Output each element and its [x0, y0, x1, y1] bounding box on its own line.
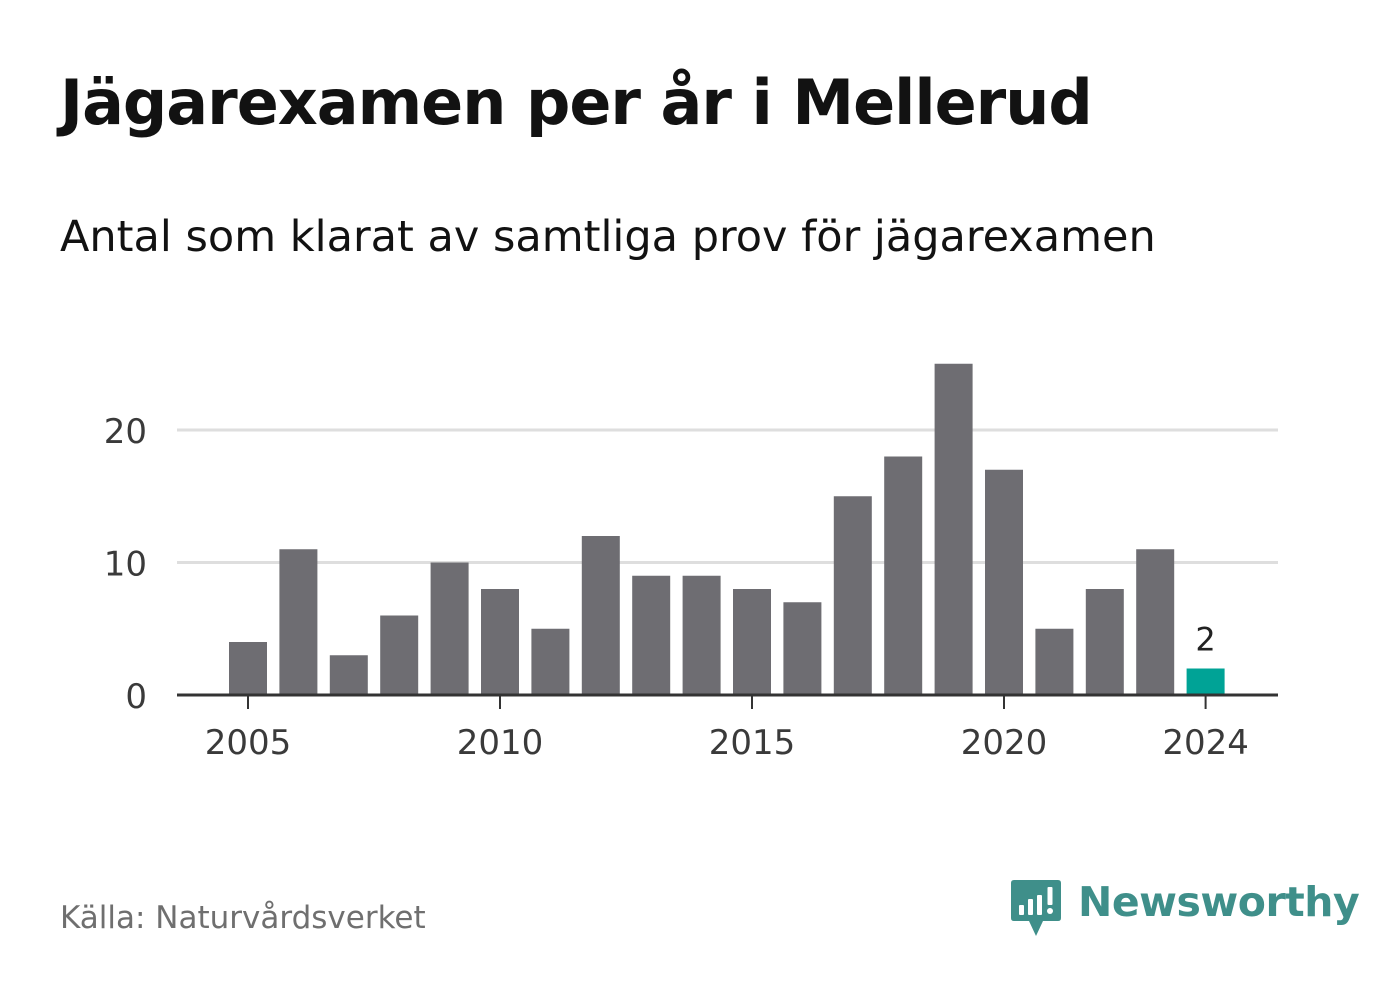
bar-2013: [632, 575, 671, 695]
x-axis-ticks: 2005 2010 2015 2020 2024: [205, 695, 1249, 763]
brand-name: Newsworthy: [1078, 878, 1360, 926]
y-tick-label: 0: [125, 677, 147, 717]
chart-title: Jägarexamen per år i Mellerud: [60, 66, 1093, 139]
y-tick-label: 10: [104, 545, 147, 585]
bars: [229, 363, 1225, 695]
bar-2009: [430, 562, 469, 695]
bar-2022: [1085, 589, 1124, 695]
bar-2011: [531, 628, 570, 695]
bar-2008: [380, 615, 419, 695]
data-label-2024: 2: [1195, 621, 1215, 659]
bar-2010: [481, 589, 519, 695]
bar-2020: [985, 469, 1023, 695]
bar-2005: [229, 642, 267, 695]
bar-2017: [833, 496, 872, 695]
bar-2007: [329, 655, 368, 695]
source-note: Källa: Naturvårdsverket: [60, 900, 426, 936]
x-tick-label: 2024: [1162, 723, 1249, 763]
bar-2014: [682, 575, 721, 695]
bar-2016: [783, 602, 822, 695]
x-tick-label: 2020: [961, 723, 1048, 763]
brand-logo-group: Newsworthy: [1010, 878, 1360, 940]
x-tick-label: 2015: [709, 723, 796, 763]
bar-2015: [733, 589, 771, 695]
bar-2019: [934, 363, 973, 695]
grid-lines: [177, 428, 1278, 564]
y-axis-ticks: 0 10 20: [104, 412, 147, 717]
bar-2024: [1186, 668, 1225, 695]
x-tick-label: 2010: [457, 723, 544, 763]
bar-2021: [1035, 628, 1074, 695]
chart-subtitle: Antal som klarat av samtliga prov för jä…: [60, 212, 1156, 262]
bar-2006: [279, 549, 318, 695]
bar-2023: [1136, 549, 1175, 695]
bar-2012: [581, 536, 620, 695]
x-tick-label: 2005: [205, 723, 292, 763]
newsworthy-chart-bubble-icon: [1011, 880, 1061, 936]
data-labels: 2: [1195, 621, 1215, 659]
bar-2018: [884, 456, 923, 695]
y-tick-label: 20: [104, 412, 147, 452]
